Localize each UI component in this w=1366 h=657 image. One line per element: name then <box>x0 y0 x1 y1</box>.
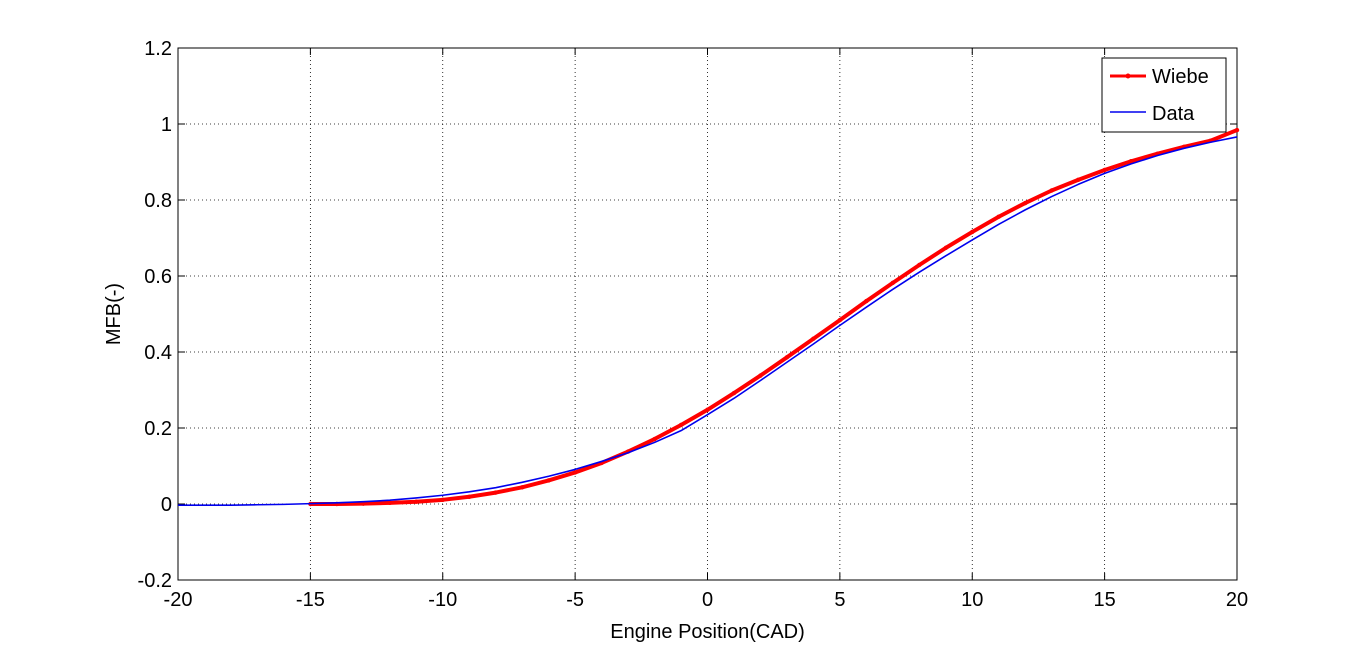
series-line-data <box>178 136 1238 506</box>
ticks-layer: -20 -15 -10 -5 0 5 10 15 20 -0.2 0 0.2 0.4 0.6 0.8 1 1.2 <box>138 38 1249 611</box>
series-point-wiebe <box>811 336 816 341</box>
series-point-wiebe <box>440 497 445 503</box>
grid-layer <box>177 47 1238 581</box>
legend-marker-wiebe <box>1125 73 1131 79</box>
y-tick-label: 0.6 <box>144 266 172 288</box>
series-point-wiebe <box>519 485 525 490</box>
series-point-wiebe <box>678 422 684 428</box>
legend-label-data: Data <box>1152 103 1195 125</box>
y-tick-label: 1 <box>161 114 172 136</box>
x-tick-label: 0 <box>702 589 713 611</box>
series-point-wiebe <box>758 373 763 378</box>
series-point-wiebe <box>1075 177 1081 183</box>
series-point-wiebe <box>1102 167 1107 173</box>
y-tick-label: -0.2 <box>138 570 172 592</box>
x-tick-label: -20 <box>164 589 193 611</box>
legend-box <box>1101 57 1227 133</box>
series-point-wiebe <box>784 355 790 360</box>
series-point-wiebe <box>864 298 869 304</box>
y-tick-label: 0.4 <box>144 342 172 364</box>
series-point-wiebe <box>1234 127 1240 133</box>
y-axis-label: MFB(-) <box>103 283 125 345</box>
x-tick-label: -15 <box>296 589 325 611</box>
series-point-wiebe <box>493 490 498 495</box>
series-layer <box>178 127 1240 507</box>
series-point-wiebe <box>546 478 551 483</box>
series-point-wiebe <box>890 280 896 286</box>
series-point-wiebe <box>1128 159 1134 164</box>
series-point-wiebe <box>572 470 578 475</box>
x-tick-label: 20 <box>1226 589 1248 611</box>
x-tick-label: 5 <box>834 589 845 611</box>
series-point-wiebe <box>996 214 1001 219</box>
y-tick-label: 0.8 <box>144 190 172 212</box>
legend-label-wiebe: Wiebe <box>1152 66 1209 88</box>
series-point-wiebe <box>387 500 392 506</box>
x-tick-label: -10 <box>428 589 457 611</box>
y-tick-label: 0.2 <box>144 418 172 440</box>
series-point-wiebe <box>467 494 472 499</box>
series-line-wiebe <box>310 128 1238 506</box>
y-tick-label: 1.2 <box>144 38 172 60</box>
series-point-wiebe <box>705 407 710 412</box>
series-point-wiebe <box>1022 200 1028 206</box>
series-point-wiebe <box>970 229 975 235</box>
series-point-wiebe <box>731 390 737 396</box>
legend: Wiebe Data <box>1101 57 1227 133</box>
x-tick-label: -5 <box>566 589 584 611</box>
y-tick-label: 0 <box>161 494 172 516</box>
series-point-wiebe <box>943 245 948 251</box>
series-point-wiebe <box>414 499 419 504</box>
series-point-wiebe <box>652 436 657 442</box>
x-tick-label: 15 <box>1094 589 1116 611</box>
series-point-wiebe <box>917 262 922 268</box>
series-point-wiebe <box>1049 188 1054 193</box>
series-point-wiebe <box>837 317 843 323</box>
x-axis-label: Engine Position(CAD) <box>610 621 805 643</box>
x-tick-label: 10 <box>961 589 983 611</box>
